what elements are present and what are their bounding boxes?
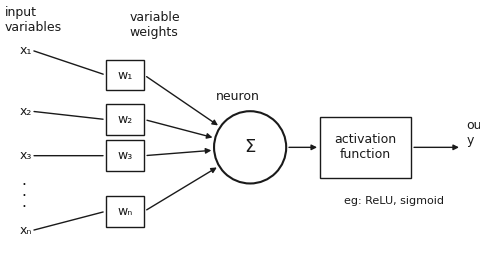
Text: wₙ: wₙ — [117, 205, 132, 218]
Text: w₂: w₂ — [117, 113, 132, 126]
FancyBboxPatch shape — [106, 60, 144, 90]
Text: xₙ: xₙ — [19, 224, 32, 237]
Text: eg: ReLU, sigmoid: eg: ReLU, sigmoid — [343, 196, 443, 206]
Text: variable
weights: variable weights — [130, 11, 180, 39]
Text: Σ: Σ — [244, 138, 255, 156]
Text: neuron: neuron — [216, 90, 260, 103]
Text: .: . — [22, 184, 26, 199]
Text: .: . — [22, 195, 26, 210]
Text: w₃: w₃ — [117, 149, 132, 162]
FancyBboxPatch shape — [106, 196, 144, 227]
Text: x₃: x₃ — [19, 149, 32, 162]
FancyBboxPatch shape — [106, 140, 144, 171]
Text: activation
function: activation function — [334, 133, 396, 161]
FancyBboxPatch shape — [319, 117, 410, 178]
Text: x₁: x₁ — [19, 44, 32, 56]
Text: output
y: output y — [466, 120, 480, 147]
Text: .: . — [22, 173, 26, 188]
Text: w₁: w₁ — [117, 69, 132, 81]
Ellipse shape — [214, 111, 286, 183]
Text: input
variables: input variables — [5, 6, 62, 34]
FancyBboxPatch shape — [106, 104, 144, 135]
Text: x₂: x₂ — [19, 105, 32, 118]
